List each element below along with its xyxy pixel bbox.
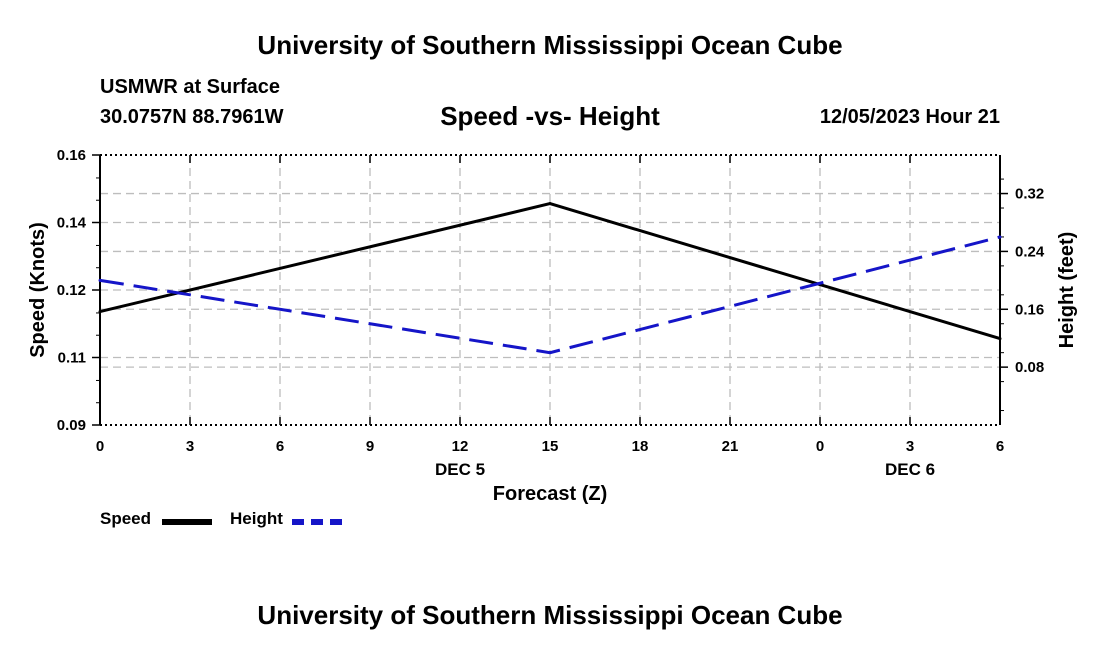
y-right-tick-label: 0.16 [1015, 301, 1044, 318]
forecast-datetime: 12/05/2023 Hour 21 [819, 106, 1000, 128]
x-tick-label: 6 [996, 438, 1004, 455]
series-point-speed [98, 310, 102, 314]
series-point-height [998, 235, 1002, 239]
date-label: DEC 5 [435, 460, 485, 479]
y-right-tick-label: 0.32 [1015, 186, 1044, 203]
x-tick-label: 21 [722, 438, 739, 455]
footer-title: University of Southern Mississippi Ocean… [257, 600, 843, 630]
x-tick-label: 0 [96, 438, 104, 455]
series-point-speed [998, 337, 1002, 341]
x-tick-label: 0 [816, 438, 824, 455]
x-axis-title: Forecast (Z) [493, 483, 607, 505]
chart-subtitle: Speed -vs- Height [440, 101, 660, 131]
y-left-tick-label: 0.09 [57, 417, 86, 434]
series-point-speed [548, 202, 552, 206]
y-left-tick-label: 0.11 [58, 350, 86, 367]
y-right-tick-label: 0.24 [1015, 243, 1045, 260]
x-tick-label: 15 [542, 438, 559, 455]
x-tick-label: 9 [366, 438, 374, 455]
y-left-axis-title: Speed (Knots) [27, 222, 49, 358]
x-tick-label: 3 [906, 438, 914, 455]
x-tick-label: 12 [452, 438, 469, 455]
legend-speed-swatch [162, 519, 212, 525]
series-point-height [548, 351, 552, 355]
x-tick-label: 3 [186, 438, 194, 455]
chart-title: University of Southern Mississippi Ocean… [257, 30, 843, 60]
y-right-axis-title: Height (feet) [1056, 232, 1078, 349]
y-right-tick-label: 0.08 [1015, 359, 1044, 376]
x-tick-label: 18 [632, 438, 649, 455]
x-tick-label: 6 [276, 438, 284, 455]
y-left-tick-label: 0.16 [57, 147, 86, 164]
legend-height-swatch [292, 519, 342, 525]
y-left-tick-label: 0.12 [57, 282, 86, 299]
legend-height-label: Height [230, 509, 283, 528]
station-coordinates: 30.0757N 88.7961W [100, 106, 284, 128]
series-point-height [98, 278, 102, 282]
date-label: DEC 6 [885, 460, 935, 479]
series-line-height [99, 235, 1001, 355]
legend-speed-label: Speed [100, 509, 152, 528]
y-left-tick-label: 0.14 [57, 215, 87, 232]
station-label: USMWR at Surface [100, 76, 281, 98]
